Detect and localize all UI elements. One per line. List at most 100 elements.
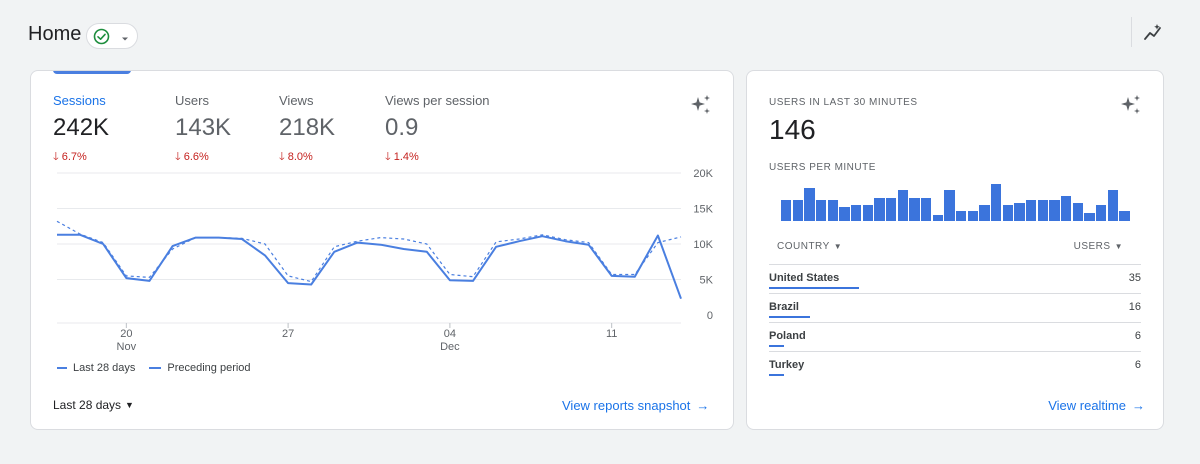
per-minute-bar [932, 214, 943, 221]
x-tick-sublabel: Dec [440, 341, 460, 353]
country-users: 6 [1134, 330, 1141, 342]
per-minute-bar [851, 204, 862, 221]
row-divider [769, 322, 1141, 323]
y-tick-label: 15K [693, 204, 713, 216]
per-minute-bar [956, 210, 967, 221]
per-minute-bar [862, 204, 873, 221]
country-name: United States [769, 272, 840, 284]
x-tick-label: 11 [606, 328, 617, 340]
y-tick-label: 5K [700, 275, 714, 287]
row-divider [769, 293, 1141, 294]
date-range-label: Last 28 days [53, 398, 122, 412]
table-row[interactable]: Turkey 6 [769, 352, 1141, 381]
x-tick-label: 27 [282, 328, 294, 340]
legend-label: Last 28 days [73, 362, 136, 374]
country-column-header[interactable]: COUNTRY ▼ [777, 241, 842, 252]
per-minute-bar [1119, 210, 1130, 221]
arrow-down-icon: 🡓 [175, 151, 181, 163]
per-minute-bar [921, 198, 932, 221]
link-label: View reports snapshot [562, 398, 691, 413]
country-name: Turkey [769, 359, 805, 371]
share-bar [769, 345, 784, 347]
view-realtime-link[interactable]: View realtime → [1048, 398, 1145, 413]
arrow-down-icon: 🡓 [53, 151, 59, 163]
metric-value: 0.9 [385, 114, 419, 141]
per-minute-bar [874, 198, 885, 221]
sparkle-icon[interactable] [689, 93, 713, 122]
sparkle-icon[interactable] [1119, 93, 1143, 122]
per-minute-bar [804, 188, 815, 221]
y-tick-label: 20K [693, 168, 713, 180]
caret-down-icon: ▼ [125, 400, 134, 410]
table-header-divider [769, 264, 1141, 265]
status-dropdown[interactable] [86, 23, 138, 49]
metric-tab-views[interactable]: Views 218K 🡓 8.0% [279, 93, 335, 167]
per-minute-bar [944, 190, 955, 221]
metric-tab-views-per-session[interactable]: Views per session 0.9 🡓 1.4% [385, 93, 490, 167]
top-bar: Home [0, 0, 1200, 70]
per-minute-bar [1107, 190, 1118, 221]
per-minute-bar [886, 198, 897, 221]
users-column-header[interactable]: USERS ▼ [1074, 241, 1123, 252]
per-minute-bar [816, 200, 827, 221]
series-line-preceding-period [56, 220, 682, 283]
country-users: 35 [1128, 272, 1141, 284]
share-bar [769, 287, 859, 289]
realtime-card: USERS IN LAST 30 MINUTES 146 USERS PER M… [746, 70, 1164, 430]
metric-value: 143K [175, 114, 232, 141]
table-row[interactable]: Poland 6 [769, 323, 1141, 352]
per-minute-bar [1084, 212, 1095, 221]
metric-tab-users[interactable]: Users 143K 🡓 6.6% [175, 93, 231, 167]
per-minute-bar [1002, 204, 1013, 221]
per-minute-bar [792, 200, 803, 221]
per-minute-bar [909, 198, 920, 221]
metric-label: Users [175, 93, 209, 108]
country-users: 6 [1134, 359, 1141, 371]
y-tick-label: 0 [707, 310, 713, 322]
arrow-right-icon: → [696, 398, 710, 413]
country-users: 16 [1128, 301, 1141, 313]
legend-label: Preceding period [167, 362, 251, 374]
legend-item-current: Last 28 days [57, 362, 135, 374]
arrow-down-icon: 🡓 [385, 151, 391, 163]
arrow-down-icon: 🡓 [279, 151, 285, 163]
column-header-label: USERS [1073, 241, 1111, 252]
per-minute-bar [1037, 200, 1048, 221]
legend-solid-swatch [57, 367, 67, 369]
table-row[interactable]: Brazil 16 [769, 294, 1141, 323]
metric-tab-sessions[interactable]: Sessions 242K 🡓 6.7% [53, 93, 109, 167]
share-bar [769, 374, 784, 376]
share-bar [769, 316, 810, 318]
check-circle-icon [93, 28, 110, 50]
metric-label: Views [279, 93, 314, 108]
chart-legend: Last 28 days Preceding period [57, 362, 251, 374]
per-minute-bar [1014, 202, 1025, 221]
caret-down-icon: ▼ [833, 242, 843, 251]
per-minute-bar [1072, 202, 1083, 221]
x-tick-label: 20 [120, 328, 132, 340]
x-tick-label: 04 [444, 328, 456, 340]
insights-trend-icon[interactable] [1142, 22, 1164, 44]
per-minute-bar [1061, 196, 1072, 221]
arrow-right-icon: → [1132, 398, 1145, 413]
caret-down-icon: ▼ [1114, 242, 1123, 251]
y-tick-label: 10K [693, 239, 713, 251]
per-minute-bar [1026, 200, 1037, 221]
date-range-dropdown[interactable]: Last 28 days ▼ [53, 398, 134, 412]
table-row[interactable]: United States 35 [769, 265, 1141, 294]
per-minute-bar [839, 206, 850, 221]
view-reports-snapshot-link[interactable]: View reports snapshot → [562, 398, 709, 413]
toolbar-divider [1131, 17, 1132, 47]
legend-item-previous: Preceding period [149, 362, 251, 374]
metric-value: 218K [279, 114, 336, 141]
metric-label: Views per session [385, 93, 490, 108]
country-name: Brazil [769, 301, 799, 313]
per-minute-bar [1096, 204, 1107, 221]
users-per-minute-title: USERS PER MINUTE [769, 162, 876, 173]
metric-change: 6.7% [61, 151, 87, 163]
metric-change: 1.4% [393, 151, 419, 163]
metric-value: 242K [53, 114, 110, 141]
per-minute-bar [967, 210, 978, 221]
per-minute-bar [827, 200, 838, 221]
legend-dashed-swatch [149, 367, 162, 369]
